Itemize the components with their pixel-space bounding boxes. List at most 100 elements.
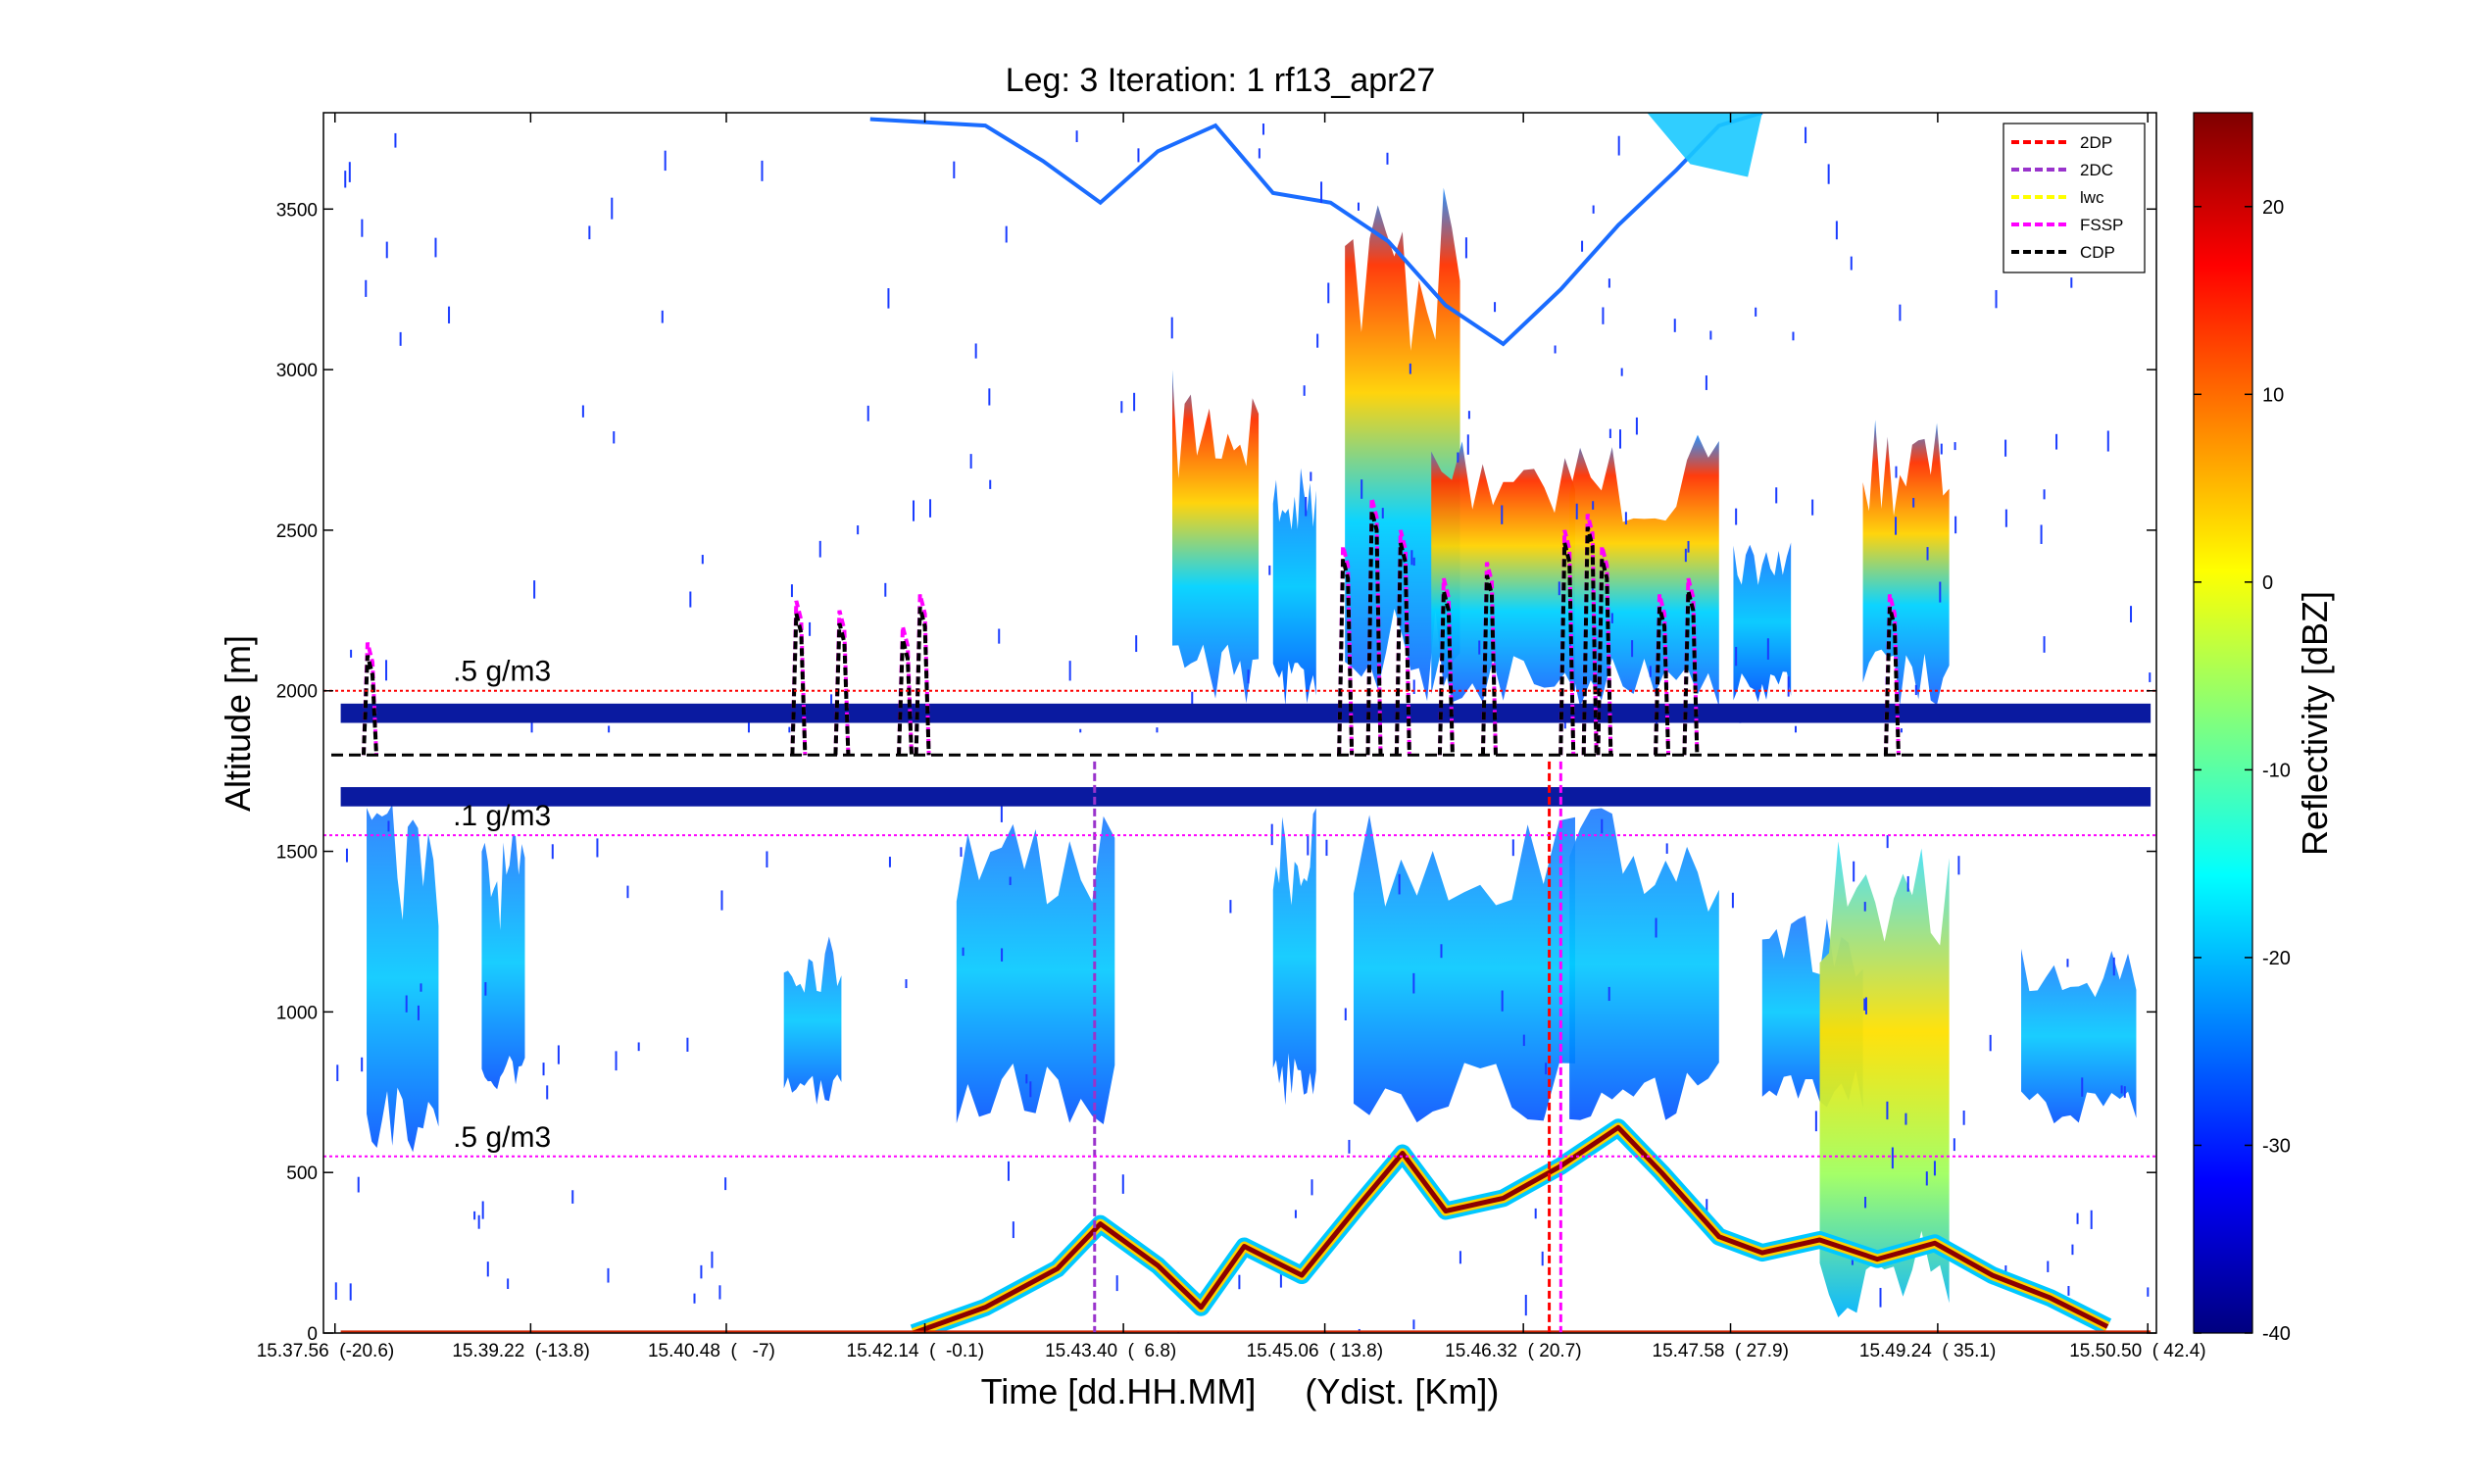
echo-speck — [546, 1085, 549, 1100]
cdp-spike — [833, 622, 851, 756]
echo-speck — [2047, 1261, 2050, 1272]
echo-speck — [2090, 1210, 2093, 1229]
echo-speck — [477, 1214, 480, 1229]
echo-speck — [551, 844, 554, 860]
echo-speck — [988, 388, 991, 406]
echo-speck — [2043, 636, 2046, 653]
echo-speck — [766, 851, 768, 868]
echo-speck — [1294, 1210, 1297, 1218]
echo-speck — [481, 1201, 484, 1219]
echo-speck — [718, 1285, 721, 1300]
echo-speck — [1247, 669, 1250, 684]
echo-speck — [2076, 1212, 2079, 1224]
echo-speck — [1835, 221, 1838, 240]
echo-speck — [1805, 126, 1807, 144]
echo-speck — [1307, 834, 1310, 856]
echo-speck — [1581, 240, 1584, 252]
echo-speck — [1925, 1171, 1928, 1186]
echo-speck — [1895, 517, 1898, 535]
echo-speck — [1939, 581, 1942, 603]
echo-speck — [1009, 876, 1012, 885]
echo-speck — [1687, 540, 1690, 553]
echo-speck — [1068, 661, 1071, 681]
echo-speck — [724, 1177, 727, 1191]
echo-speck — [1864, 997, 1867, 1014]
echo-speck — [1619, 429, 1621, 449]
colorbar-tick-label: 20 — [2262, 197, 2284, 219]
echo-speck — [1989, 1034, 1992, 1052]
echo-speck — [557, 1045, 560, 1064]
echo-speck — [420, 983, 422, 992]
echo-speck — [1115, 1275, 1118, 1292]
echo-speck — [1133, 392, 1136, 412]
legend-label: 2DC — [2080, 161, 2113, 179]
echo-speck — [989, 479, 992, 489]
echo-speck — [345, 848, 348, 863]
echo-speck — [349, 1283, 352, 1301]
echo-speck — [542, 1063, 545, 1076]
echo-speck — [2066, 959, 2069, 967]
x-tick-label: 15.43.40 ( 6.8) — [1045, 1341, 1176, 1361]
echo-speck — [387, 820, 390, 832]
y-tick-label: 500 — [286, 1163, 318, 1184]
echo-cell-upper — [1862, 420, 1950, 706]
echo-speck — [2070, 277, 2073, 288]
echo-speck — [998, 628, 1001, 644]
echo-speck — [1522, 1034, 1525, 1047]
echo-speck — [1000, 806, 1003, 822]
cdp-spike — [1596, 558, 1613, 756]
echo-speck — [1025, 1073, 1028, 1084]
echo-speck — [884, 582, 887, 597]
echo-speck — [1412, 557, 1415, 567]
echo-speck — [1608, 428, 1611, 438]
echo-speck — [1238, 1274, 1241, 1290]
echo-speck — [720, 890, 723, 911]
echo-cell-lower — [1353, 815, 1576, 1123]
echo-speck — [1398, 873, 1401, 895]
echo-speck — [1891, 1147, 1894, 1169]
cdp-spike — [361, 655, 378, 756]
cdp-spike — [1480, 574, 1498, 756]
x-tick-label: 15.50.50 ( 42.4) — [2069, 1341, 2205, 1361]
echo-speck — [1012, 1221, 1014, 1239]
echo-cell-upper — [1733, 542, 1792, 703]
echo-speck — [1320, 181, 1323, 204]
echo-cell-lower — [956, 816, 1115, 1124]
echo-speck — [1904, 1113, 1907, 1125]
echo-speck — [962, 947, 964, 957]
cdp-spike — [1394, 542, 1411, 756]
echo-speck — [1541, 1251, 1544, 1266]
cdp-spike — [896, 638, 914, 756]
echo-speck — [1325, 839, 1328, 857]
echo-speck — [1995, 289, 1998, 309]
echo-speck — [344, 171, 347, 188]
echo-speck — [1311, 1179, 1313, 1196]
echo-speck — [1170, 317, 1173, 339]
echo-speck — [1864, 1197, 1867, 1209]
echo-speck — [357, 1176, 360, 1193]
colorbar-tick-label: -20 — [2262, 948, 2291, 969]
echo-speck — [336, 1064, 339, 1082]
echo-speck — [1558, 581, 1560, 596]
echo-speck — [533, 580, 536, 599]
echo-speck — [596, 838, 599, 858]
echo-speck — [1624, 512, 1627, 525]
echo-speck — [887, 288, 890, 309]
echo-speck — [2149, 672, 2152, 682]
echo-speck — [664, 150, 667, 172]
echo-speck — [613, 431, 616, 444]
colorbar-tick-label: 0 — [2262, 572, 2273, 594]
echo-speck — [953, 161, 956, 178]
x-axis-ticks: 15.37.56 (-20.6) 15.39.22 (-13.8) 15.40.48… — [257, 113, 2206, 1361]
echo-speck — [1360, 479, 1363, 499]
echo-speck — [1735, 508, 1738, 525]
echo-speck — [2004, 509, 2007, 527]
echo-speck — [507, 1278, 510, 1290]
echo-speck — [1684, 548, 1687, 563]
echo-speck — [611, 197, 614, 220]
echo-speck — [1895, 466, 1898, 478]
echo-cell-upper — [1172, 370, 1260, 704]
echo-speck — [1279, 1272, 1282, 1288]
echo-speck — [1592, 501, 1595, 510]
cdp-spike — [1365, 510, 1383, 756]
